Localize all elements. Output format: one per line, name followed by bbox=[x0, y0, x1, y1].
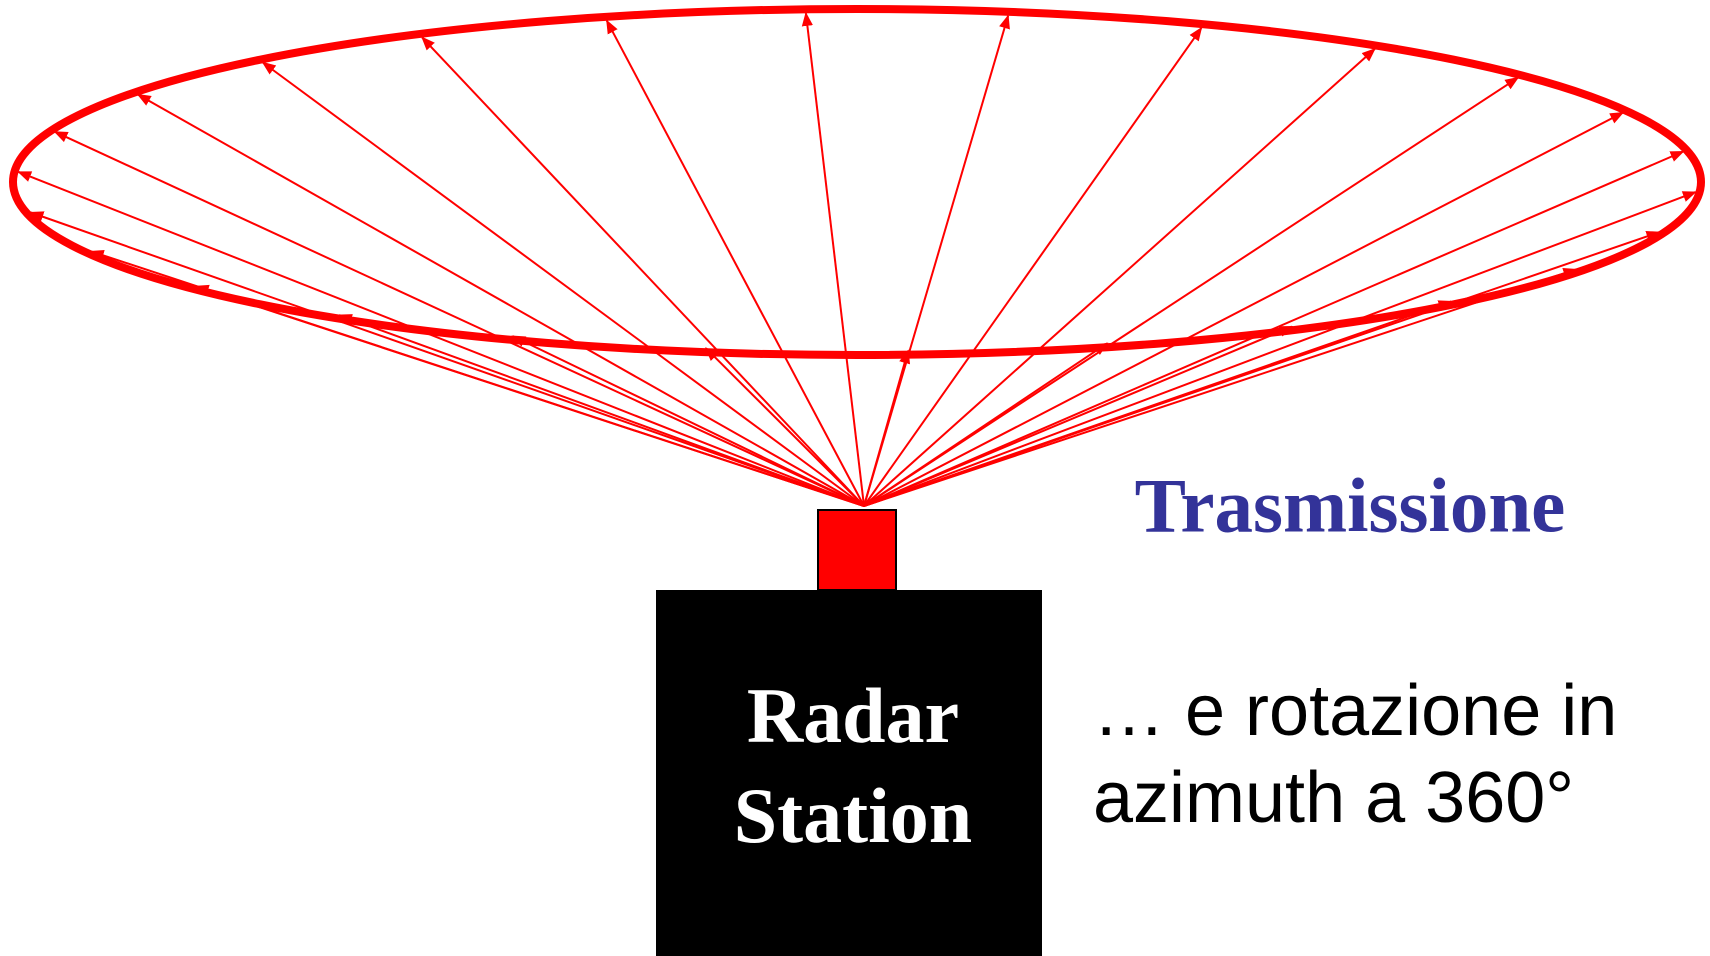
beam-arrow bbox=[864, 78, 1518, 506]
beam-arrow bbox=[864, 49, 1375, 506]
caption: … e rotazione in bbox=[1093, 671, 1617, 751]
scan-ellipse bbox=[13, 9, 1701, 355]
beam-arrow bbox=[806, 13, 864, 506]
beam-arrow bbox=[263, 63, 864, 507]
beam-arrows bbox=[19, 13, 1696, 506]
beam-arrow bbox=[864, 113, 1623, 506]
beam-arrow bbox=[55, 132, 864, 506]
beam-arrow bbox=[513, 336, 864, 506]
beam-arrow bbox=[31, 213, 864, 507]
antenna bbox=[818, 510, 896, 590]
beam-arrow bbox=[864, 16, 1008, 506]
beam-arrow bbox=[422, 37, 864, 506]
title: Trasmissione bbox=[1135, 463, 1566, 549]
beam-arrow bbox=[706, 348, 864, 506]
beam-arrow bbox=[19, 172, 865, 506]
radar-diagram: Trasmissione Radar Station … e rotazione… bbox=[0, 0, 1710, 956]
station-label: Station bbox=[734, 772, 972, 859]
caption: azimuth a 360° bbox=[1093, 758, 1574, 838]
station-label: Radar bbox=[747, 672, 959, 759]
